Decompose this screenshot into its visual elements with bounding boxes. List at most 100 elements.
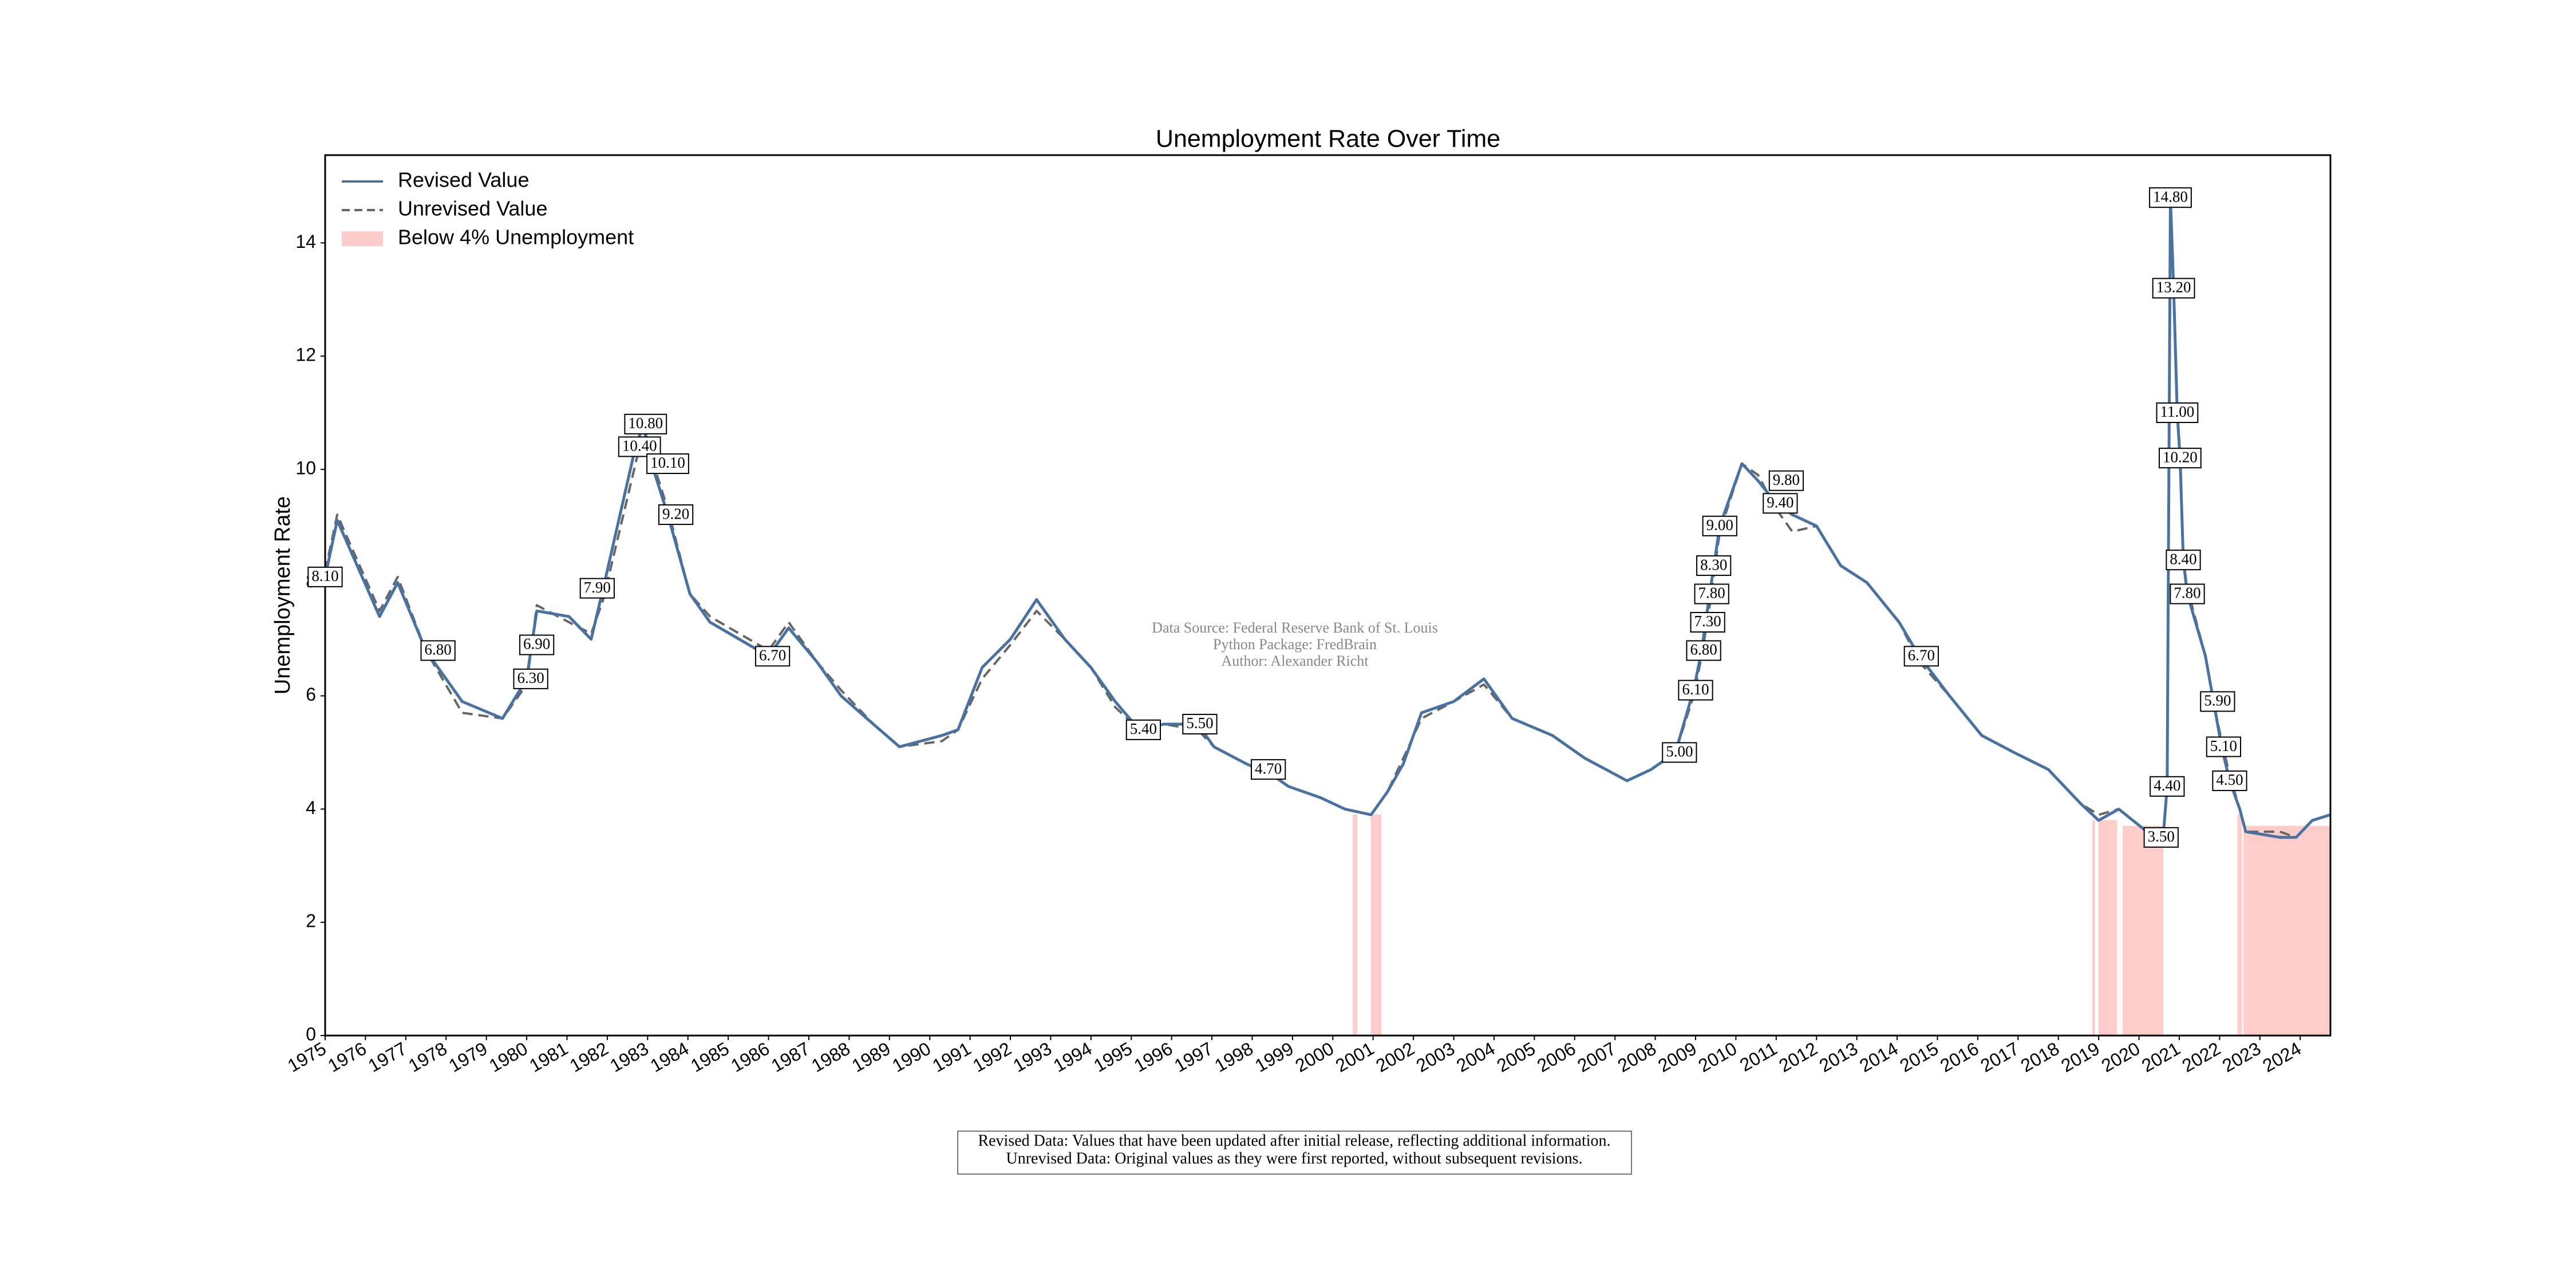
annotation-label: 3.50 (2148, 828, 2175, 845)
annotation-box (1678, 679, 1713, 701)
annotation-label: 7.80 (2174, 584, 2200, 602)
footnote-text: Revised Data: Values that have been upda… (978, 1132, 1610, 1149)
x-tick-label: 2010 (1694, 1038, 1740, 1076)
x-tick-label: 1982 (566, 1038, 612, 1076)
annotation-label: 4.70 (1255, 760, 1282, 777)
source-text: Author: Alexander Richt (1221, 653, 1369, 669)
annotation-label: 4.40 (2154, 777, 2180, 794)
x-tick-label: 2024 (2259, 1038, 2305, 1076)
annotation-box (1768, 470, 1804, 491)
annotation-label: 5.10 (2210, 737, 2237, 754)
annotation-box (307, 566, 343, 587)
annotation-box (618, 436, 661, 457)
annotation: 10.40 (618, 436, 661, 457)
annotation-box (2158, 448, 2202, 469)
x-tick-label: 1999 (1251, 1038, 1297, 1076)
annotation-box (2206, 736, 2242, 757)
annotation-label: 7.80 (1698, 584, 1725, 602)
x-tick-label: 1984 (647, 1038, 693, 1076)
below-threshold-fill (2098, 820, 2117, 1036)
annotation: 6.30 (513, 668, 548, 689)
footnote-box (957, 1131, 1632, 1175)
x-tick-label: 2002 (1372, 1038, 1418, 1076)
annotation-label: 5.90 (2204, 692, 2231, 709)
annotation: 13.20 (2152, 278, 2195, 299)
x-tick-label: 1977 (365, 1038, 410, 1076)
annotation-label: 6.80 (1690, 641, 1717, 658)
annotation-label: 6.70 (759, 647, 786, 664)
annotation-box (1763, 493, 1798, 514)
annotation-label: 8.40 (2170, 550, 2196, 567)
x-tick-label: 1987 (768, 1038, 813, 1076)
annotation: 5.50 (1182, 714, 1218, 735)
x-tick-label: 2023 (2219, 1038, 2265, 1076)
annotation: 6.10 (1678, 679, 1713, 701)
x-tick-label: 2019 (2057, 1038, 2103, 1076)
annotation-label: 10.20 (2163, 448, 2198, 465)
annotation-box (1686, 640, 1721, 661)
x-tick-label: 2022 (2178, 1038, 2224, 1076)
below-threshold-fill (2122, 825, 2164, 1036)
annotation-box (2149, 187, 2192, 208)
x-tick-label: 2001 (1332, 1038, 1378, 1076)
source-text: Data Source: Federal Reserve Bank of St.… (1152, 619, 1438, 636)
annotation: 7.90 (579, 578, 615, 599)
legend-label: Revised Value (398, 168, 529, 192)
annotation-box (1662, 742, 1697, 763)
annotation-box (646, 453, 689, 475)
annotation: 10.80 (624, 413, 667, 434)
y-axis-label: Unemployment Rate (271, 496, 295, 694)
annotation-box (519, 634, 555, 655)
below-threshold-fill (2237, 814, 2242, 1036)
x-tick-label: 1986 (728, 1038, 773, 1076)
annotation: 11.00 (2156, 402, 2199, 424)
annotation-box (1903, 646, 1939, 667)
x-tick-label: 2009 (1654, 1038, 1700, 1076)
x-tick-label: 2014 (1856, 1038, 1902, 1076)
x-tick-label: 1979 (445, 1038, 491, 1076)
x-tick-label: 1983 (606, 1038, 652, 1076)
annotation: 14.80 (2149, 187, 2192, 208)
x-tick-label: 1996 (1131, 1038, 1176, 1076)
annotation-label: 6.70 (1908, 647, 1935, 664)
below-threshold-fill (2092, 820, 2095, 1036)
y-tick-label: 10 (295, 457, 316, 478)
annotation-label: 6.30 (517, 669, 544, 686)
annotation-label: 6.80 (425, 641, 452, 658)
annotation-label: 5.50 (1186, 714, 1213, 732)
annotation-box (2150, 776, 2185, 797)
x-tick-label: 2017 (1977, 1038, 2022, 1076)
annotation: 4.40 (2150, 776, 2185, 797)
annotation: 6.70 (1903, 646, 1939, 667)
x-tick-label: 1976 (324, 1038, 370, 1076)
footnote-text: Unrevised Data: Original values as they … (1006, 1149, 1583, 1167)
annotation-label: 6.90 (523, 635, 550, 653)
annotation-label: 13.20 (2156, 279, 2191, 296)
annotation-label: 5.00 (1666, 743, 1693, 760)
x-tick-label: 2021 (2138, 1038, 2184, 1076)
y-tick-label: 12 (295, 345, 316, 365)
annotation: 10.20 (2158, 448, 2202, 469)
annotation-label: 9.20 (662, 505, 689, 522)
annotation-box (2152, 278, 2195, 299)
x-tick-label: 1981 (526, 1038, 572, 1076)
annotation: 3.50 (2143, 827, 2179, 848)
x-tick-label: 1992 (969, 1038, 1015, 1076)
annotation-label: 8.10 (311, 567, 338, 584)
annotation-label: 7.90 (584, 579, 611, 596)
x-tick-label: 1993 (1009, 1038, 1055, 1076)
x-tick-label: 2015 (1897, 1038, 1942, 1076)
annotation-label: 9.00 (1706, 516, 1733, 534)
annotation: 7.30 (1690, 611, 1725, 633)
x-tick-label: 2008 (1614, 1038, 1660, 1076)
annotation-box (1251, 759, 1286, 780)
annotation-box (2170, 583, 2205, 605)
below-threshold-fill (1370, 814, 1382, 1036)
x-tick-label: 1994 (1050, 1038, 1096, 1076)
annotation: 5.90 (2200, 691, 2235, 712)
annotation-box (1702, 515, 1737, 536)
y-tick-label: 4 (306, 797, 316, 818)
annotation-box (2166, 550, 2201, 571)
annotation-box (579, 578, 615, 599)
